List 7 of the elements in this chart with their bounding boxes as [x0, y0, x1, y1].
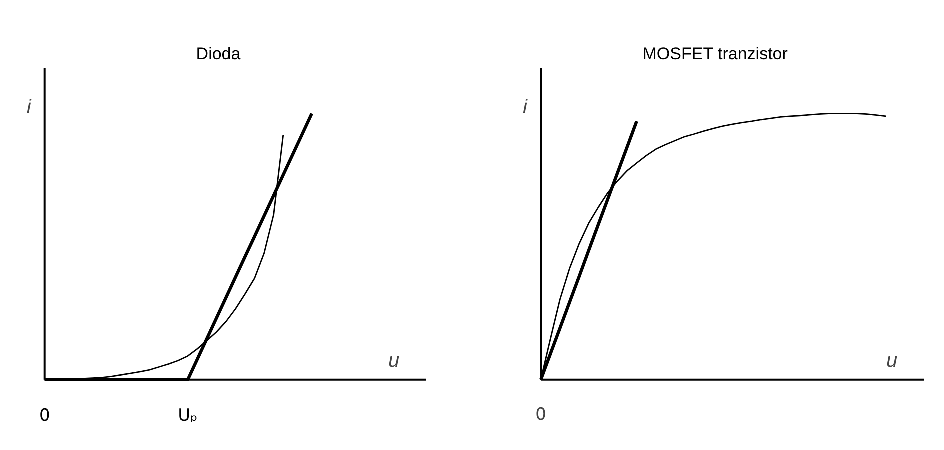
chart-title: MOSFET tranzistor	[642, 44, 788, 64]
y-axis-title: i	[523, 96, 528, 118]
x-axis-title: u	[388, 350, 400, 372]
y-axis-title: i	[26, 96, 32, 118]
chart-title: Dioda	[196, 44, 242, 64]
x-axis-title: u	[886, 350, 898, 372]
x-tick-label: Uₚ	[178, 406, 198, 426]
